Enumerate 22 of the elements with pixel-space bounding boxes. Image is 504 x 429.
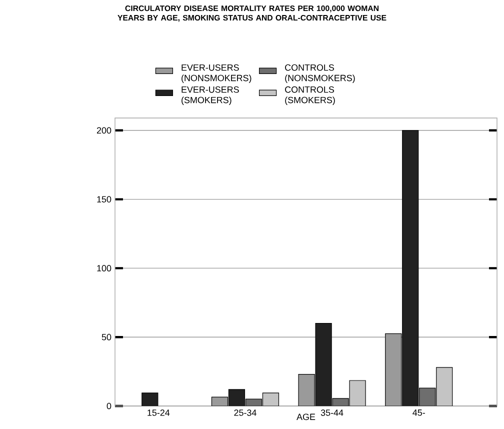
x-tick-label: 45- xyxy=(412,410,425,416)
x-axis-title: AGE xyxy=(296,414,316,420)
y-tick-label: 50 xyxy=(102,334,112,340)
bar xyxy=(142,392,158,406)
bar xyxy=(436,367,453,406)
legend-label: EVER-USERS (SMOKERS) xyxy=(182,86,239,105)
bar xyxy=(402,130,419,406)
x-tick-label: 15-24 xyxy=(148,410,170,416)
y-tick-label: 200 xyxy=(96,127,112,134)
legend-label: EVER-USERS (NONSMOKERS) xyxy=(182,64,252,83)
legend-label: CONTROLS (SMOKERS) xyxy=(285,86,335,105)
legend-label: CONTROLS (NONSMOKERS) xyxy=(285,64,355,83)
y-tick-label: 150 xyxy=(97,196,112,202)
x-tick-label: 35-44 xyxy=(320,410,344,416)
y-tick-label: 0 xyxy=(106,402,112,410)
bar xyxy=(419,388,436,406)
bar xyxy=(315,323,332,406)
bar xyxy=(349,380,366,406)
bar xyxy=(262,392,279,406)
bar xyxy=(228,389,246,406)
x-tick-label: 25-34 xyxy=(234,410,256,416)
y-tick-label: 100 xyxy=(97,265,112,272)
